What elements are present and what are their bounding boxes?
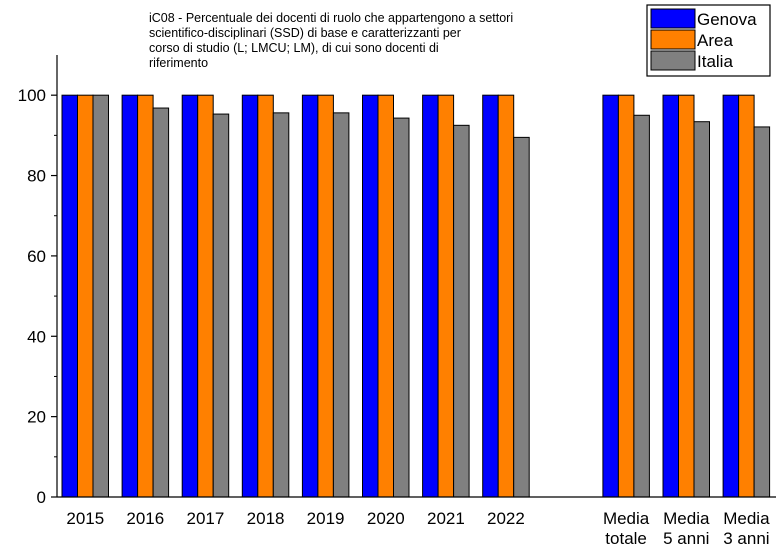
bars	[61, 94, 771, 498]
x-tick-label: 5 anni	[663, 529, 709, 548]
y-tick-label: 40	[27, 327, 46, 346]
bar-genova-11	[722, 94, 740, 498]
x-tick-label: 2018	[247, 509, 285, 528]
bar-italia-6	[453, 124, 470, 498]
legend-label-italia: Italia	[697, 52, 733, 71]
x-tick-labels: 2015 2016 2017 2018 2019 2020 2021 2022 Mediatot…	[66, 509, 770, 548]
bar-italia-1	[152, 107, 170, 498]
bar-genova-9	[602, 94, 619, 498]
x-tick-label: 2022	[487, 509, 525, 528]
x-tick-label: 2017	[186, 509, 224, 528]
x-tick-label: totale	[605, 529, 647, 548]
bar-area-5	[377, 94, 394, 498]
bar-area-10	[678, 94, 695, 498]
y-tick-label: 80	[27, 167, 46, 186]
bar-genova-3	[241, 94, 259, 498]
x-tick-label: 2020	[367, 509, 405, 528]
y-tick-label: 0	[37, 488, 46, 507]
chart-title-line: corso di studio (L; LMCU; LM), di cui so…	[149, 41, 439, 55]
bar-italia-9	[633, 114, 650, 498]
bar-italia-2	[212, 113, 230, 498]
y-tick-label: 20	[27, 408, 46, 427]
x-tick-label: 2019	[307, 509, 345, 528]
bar-italia-3	[272, 112, 290, 498]
chart-title-line: riferimento	[149, 56, 208, 70]
chart-title-line: iC08 - Percentuale dei docenti di ruolo …	[149, 11, 513, 25]
bar-genova-6	[422, 94, 439, 498]
legend-label-area: Area	[697, 31, 733, 50]
bar-area-4	[317, 94, 334, 498]
bar-area-9	[617, 94, 635, 498]
bar-area-3	[257, 94, 274, 498]
bar-area-1	[137, 94, 154, 498]
bar-italia-7	[513, 136, 530, 498]
legend-swatch-genova	[650, 8, 696, 29]
legend-label-genova: Genova	[697, 10, 757, 29]
y-tick-labels: 0 20 40 60 80 100	[18, 86, 46, 507]
x-tick-label: Media	[603, 509, 650, 528]
x-tick-label: 3 anni	[723, 529, 769, 548]
bar-genova-7	[482, 94, 499, 498]
bar-genova-4	[301, 94, 319, 498]
bar-genova-2	[181, 94, 199, 498]
bar-genova-10	[662, 94, 679, 498]
x-tick-label: 2016	[126, 509, 164, 528]
bar-area-0	[77, 94, 94, 498]
chart-title-line: scientifico-disciplinari (SSD) di base e…	[149, 26, 461, 40]
y-tick-label: 60	[27, 247, 46, 266]
bar-area-11	[738, 94, 755, 498]
legend-swatch-italia	[650, 50, 696, 71]
x-tick-label: 2015	[66, 509, 104, 528]
bar-genova-5	[362, 94, 379, 498]
bar-italia-10	[693, 121, 710, 498]
bar-area-2	[197, 94, 214, 498]
bar-genova-1	[121, 94, 139, 498]
x-tick-label: 2021	[427, 509, 465, 528]
chart-title: iC08 - Percentuale dei docenti di ruolo …	[149, 11, 513, 70]
bar-area-6	[437, 94, 455, 498]
axes	[51, 55, 776, 498]
bar-italia-4	[332, 112, 350, 498]
x-tick-label: Media	[723, 509, 770, 528]
bar-italia-0	[92, 94, 109, 498]
bar-area-7	[497, 94, 515, 498]
bar-genova-0	[61, 94, 78, 498]
legend-swatch-area	[650, 29, 696, 50]
bar-italia-11	[753, 126, 771, 498]
x-tick-label: Media	[663, 509, 710, 528]
bar-italia-5	[393, 117, 410, 498]
legend: Genova Area Italia	[646, 4, 771, 77]
y-tick-label: 100	[18, 86, 46, 105]
